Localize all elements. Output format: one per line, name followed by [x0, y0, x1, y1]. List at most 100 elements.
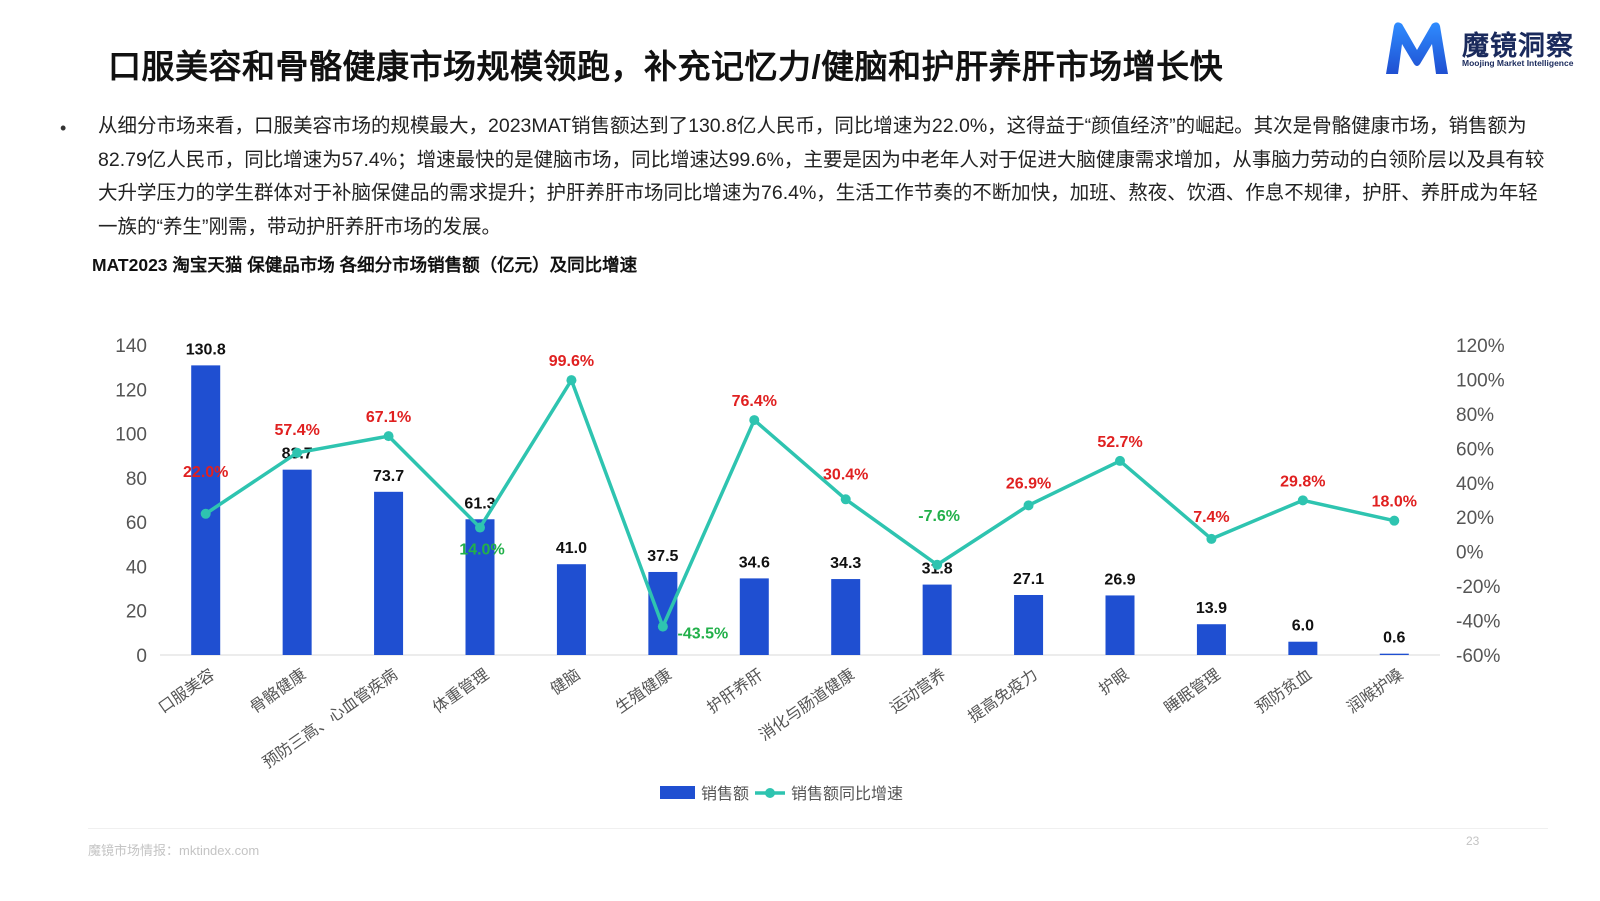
- bar-value-label: 34.6: [739, 554, 770, 571]
- y-right-tick-label: 20%: [1456, 508, 1494, 529]
- growth-value-label: 67.1%: [366, 409, 411, 426]
- growth-point: [383, 431, 394, 442]
- x-category-label: 护肝养肝: [704, 666, 767, 717]
- logo-name: 魔镜洞察: [1462, 31, 1574, 61]
- y-left-tick-label: 140: [115, 336, 147, 357]
- growth-point: [1023, 500, 1034, 511]
- growth-point: [292, 447, 303, 458]
- bar: [1288, 641, 1318, 655]
- footer-source: 魔镜市场情报：mktindex.com: [88, 843, 260, 858]
- y-left-tick-label: 100: [115, 425, 147, 446]
- bar-value-label: 27.1: [1013, 571, 1044, 588]
- page-title: 口服美容和骨骼健康市场规模领跑，补充记忆力/健脑和护肝养肝市场增长快: [108, 48, 1224, 85]
- growth-point: [475, 522, 485, 533]
- y-right-tick-label: 120%: [1456, 336, 1505, 357]
- y-right-tick-label: 100%: [1456, 370, 1505, 391]
- legend-line-marker: [765, 788, 775, 798]
- bar: [831, 579, 861, 655]
- growth-line: [204, 378, 1395, 629]
- y-right-tick-label: 60%: [1456, 439, 1494, 460]
- growth-value-label: -7.6%: [918, 508, 960, 525]
- growth-value-label: 52.7%: [1097, 434, 1142, 451]
- y-right-tick-label: 80%: [1456, 405, 1494, 426]
- page-number: 23: [1466, 834, 1480, 848]
- y-right-tick-label: 0%: [1456, 543, 1484, 564]
- bar-value-label: 6.0: [1292, 618, 1314, 635]
- x-category-label: 护眼: [1096, 666, 1133, 699]
- growth-value-label: 76.4%: [732, 393, 777, 410]
- bar-value-label: 26.9: [1104, 571, 1135, 588]
- growth-point: [932, 559, 943, 570]
- y-right-tick-label: -20%: [1456, 577, 1500, 598]
- growth-value-label: 7.4%: [1193, 509, 1229, 526]
- chart-title: MAT2023 淘宝天猫 保健品市场 各细分市场销售额（亿元）及同比增速: [92, 255, 638, 275]
- bar-value-label: 73.7: [373, 468, 404, 485]
- bar: [739, 578, 769, 655]
- footer-divider: [88, 828, 1548, 829]
- legend-line-label: 销售额同比增速: [791, 785, 903, 803]
- bar: [374, 491, 404, 655]
- x-category-label: 体重管理: [430, 666, 493, 717]
- growth-point: [840, 494, 851, 505]
- y-left-tick-label: 20: [126, 602, 147, 623]
- growth-point: [200, 508, 211, 519]
- bar-value-label: 130.8: [186, 341, 226, 358]
- summary-paragraph: 从细分市场来看，口服美容市场的规模最大，2023MAT销售额达到了130.8亿人…: [98, 115, 1545, 238]
- growth-point: [749, 415, 760, 426]
- bullet-dot: •: [60, 118, 67, 138]
- bar-value-label: 37.5: [647, 548, 678, 565]
- growth-value-label: 29.8%: [1280, 473, 1325, 490]
- bar-value-label: 0.6: [1383, 630, 1405, 647]
- bar-value-label: 13.9: [1196, 600, 1227, 617]
- growth-value-label: 99.6%: [549, 353, 594, 370]
- growth-point: [1206, 533, 1217, 544]
- bar: [282, 469, 312, 655]
- x-category-label: 骨骼健康: [247, 666, 310, 717]
- x-category-label: 润喉护嗓: [1344, 666, 1407, 717]
- y-left-tick-label: 0: [136, 646, 147, 667]
- growth-value-label: 14.0%: [459, 542, 504, 559]
- bar: [556, 564, 586, 655]
- x-category-label: 预防贫血: [1252, 666, 1315, 717]
- growth-point: [1389, 515, 1400, 526]
- legend-bar-swatch: [660, 786, 695, 799]
- growth-value-label: 26.9%: [1006, 475, 1051, 492]
- bar: [1379, 653, 1409, 655]
- y-right-tick-label: -60%: [1456, 646, 1500, 667]
- x-category-label: 消化与肠道健康: [756, 666, 858, 745]
- brand-logo: 魔镜洞察 Moojing Market Intelligence: [1382, 18, 1582, 80]
- bar: [922, 584, 952, 655]
- y-right-tick-label: -40%: [1456, 612, 1500, 633]
- growth-value-label: 18.0%: [1372, 494, 1417, 511]
- y-left-tick-label: 60: [126, 513, 147, 534]
- growth-point: [1115, 455, 1125, 466]
- logo-subtitle: Moojing Market Intelligence: [1462, 58, 1574, 68]
- bar-value-label: 61.3: [464, 495, 495, 512]
- bar-value-label: 41.0: [556, 540, 587, 557]
- growth-value-label: 30.4%: [823, 466, 868, 483]
- y-left-tick-label: 40: [126, 557, 147, 578]
- bar: [648, 571, 678, 655]
- y-right-tick-label: 40%: [1456, 474, 1494, 495]
- growth-point: [657, 621, 668, 632]
- x-category-label: 提高免疫力: [965, 666, 1041, 727]
- y-left-tick-label: 80: [126, 469, 147, 490]
- x-category-label: 生殖健康: [612, 666, 675, 717]
- bar: [1014, 594, 1044, 655]
- x-category-label: 运动营养: [887, 666, 950, 717]
- y-left-tick-label: 120: [115, 380, 147, 401]
- x-category-label: 睡眠管理: [1161, 666, 1224, 717]
- bar: [1105, 595, 1135, 655]
- growth-point: [566, 375, 577, 386]
- growth-value-label: 22.0%: [183, 464, 228, 481]
- bar: [1196, 624, 1226, 655]
- growth-point: [1297, 495, 1308, 506]
- bar-value-label: 34.3: [830, 555, 861, 572]
- growth-value-label: 57.4%: [274, 422, 319, 439]
- x-category-label: 健脑: [547, 666, 584, 699]
- bar: [465, 519, 495, 655]
- growth-value-label: -43.5%: [678, 626, 729, 643]
- x-category-label: 口服美容: [155, 666, 218, 717]
- legend-bar-label: 销售额: [701, 785, 749, 803]
